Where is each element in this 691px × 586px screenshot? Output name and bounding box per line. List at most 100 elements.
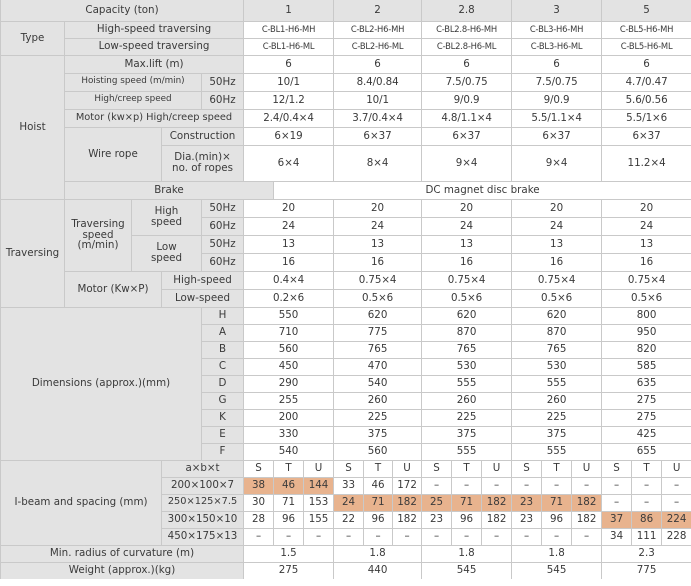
ibeam-cell: 34 bbox=[601, 527, 633, 546]
value-cell: 560 bbox=[243, 340, 335, 359]
capacity-value: 5 bbox=[601, 0, 691, 22]
value-cell: 225 bbox=[333, 408, 423, 427]
dim-key: G bbox=[200, 391, 245, 410]
value-cell: 13 bbox=[243, 234, 335, 254]
capacity-value: 2.8 bbox=[421, 0, 513, 22]
weight-label: Weight (approx.)(kg) bbox=[0, 561, 245, 579]
value-cell: 765 bbox=[511, 340, 603, 359]
capacity-value: 1 bbox=[243, 0, 335, 22]
ibeam-cell: 25 bbox=[421, 493, 453, 512]
ibeam-cell: 30 bbox=[243, 493, 275, 512]
value-cell: 24 bbox=[421, 216, 513, 236]
model-cell: C-BL5-H6-ML bbox=[601, 37, 691, 56]
value-cell: 4.7/0.47 bbox=[601, 72, 691, 92]
ibeam-cell: – bbox=[273, 527, 305, 546]
value-cell: 24 bbox=[601, 216, 691, 236]
value-cell: 425 bbox=[601, 425, 691, 444]
ibeam-cell: – bbox=[421, 527, 453, 546]
dim-row: B 560 765 765 765 820 bbox=[1, 340, 691, 359]
ibeam-cell: – bbox=[363, 527, 394, 546]
value-cell: 13 bbox=[421, 234, 513, 254]
model-cell: C-BL2.8-H6-MH bbox=[421, 20, 513, 39]
ibeam-cell: – bbox=[571, 476, 603, 495]
dim-row: Dimensions (approx.)(mm) H 550 620 620 6… bbox=[0, 306, 691, 461]
ibeam-cell: 71 bbox=[363, 493, 394, 512]
value-cell: 375 bbox=[511, 425, 603, 444]
value-cell: 0.5×6 bbox=[601, 288, 691, 308]
hoist-motor-row: Motor (kw×p) High/creep speed 2.4/0.4×4 … bbox=[1, 108, 691, 128]
value-cell: 620 bbox=[421, 306, 513, 325]
ibeam-cell: – bbox=[451, 527, 483, 546]
value-cell: 16 bbox=[243, 252, 335, 272]
trav-motor-label: Motor (Kw×P) bbox=[64, 270, 162, 308]
dim-key: A bbox=[200, 323, 245, 342]
value-cell: 870 bbox=[511, 323, 603, 342]
dim-row: D 290 540 555 555 635 bbox=[1, 374, 691, 393]
ibeam-row: 250×125×7.5 30 71 153 24 71 182 25 71 18… bbox=[1, 493, 691, 512]
ibeam-head-row: I-beam and spacing (mm) a×b×t S T U S T … bbox=[0, 459, 691, 546]
value-cell: 0.75×4 bbox=[511, 270, 603, 290]
value-cell: 9/0.9 bbox=[421, 90, 513, 110]
value-cell: 1.8 bbox=[333, 544, 423, 563]
value-cell: 1.5 bbox=[243, 544, 335, 563]
traversing-label: Traversing bbox=[0, 198, 65, 308]
ibeam-cell: 46 bbox=[363, 476, 394, 495]
model-cell: C-BL2-H6-ML bbox=[333, 37, 423, 56]
ibeam-cell: 46 bbox=[273, 476, 305, 495]
dim-row: G 255 260 260 260 275 bbox=[1, 391, 691, 410]
value-cell: 275 bbox=[243, 561, 335, 579]
value-cell: 9×4 bbox=[511, 144, 603, 182]
trav-motor-low-row: Low-speed 0.2×6 0.5×6 0.5×6 0.5×6 0.5×6 bbox=[1, 288, 691, 308]
ibeam-cell: – bbox=[631, 493, 663, 512]
model-cell: C-BL5-H6-MH bbox=[601, 20, 691, 39]
dim-key: D bbox=[200, 374, 245, 393]
ibeam-cell: 23 bbox=[511, 493, 543, 512]
low-speed-label: Low speed bbox=[131, 234, 202, 272]
dim-key: B bbox=[200, 340, 245, 359]
value-cell: 800 bbox=[601, 306, 691, 325]
brake-label: Brake bbox=[63, 180, 275, 200]
ibeam-size: 200×100×7 bbox=[160, 476, 245, 495]
value-cell: 6×37 bbox=[421, 126, 513, 146]
stu-label: T bbox=[631, 459, 663, 478]
traversing-speed-line2: speed bbox=[82, 228, 114, 241]
value-cell: 255 bbox=[243, 391, 335, 410]
value-cell: 290 bbox=[243, 374, 335, 393]
ibeam-cell: 182 bbox=[571, 510, 603, 529]
axbxt-label: a×b×t bbox=[160, 459, 245, 478]
stu-label: U bbox=[661, 459, 691, 478]
capacity-row: Capacity (ton) 1 2 2.8 3 5 bbox=[0, 0, 691, 22]
value-cell: 585 bbox=[601, 357, 691, 376]
trav-low-60-row: 60Hz 16 16 16 16 16 bbox=[1, 252, 691, 272]
ibeam-cell: 71 bbox=[451, 493, 483, 512]
traversing-speed-line1: Traversing bbox=[71, 217, 125, 230]
value-cell: 2.4/0.4×4 bbox=[243, 108, 335, 128]
dim-row: C 450 470 530 530 585 bbox=[1, 357, 691, 376]
value-cell: 6 bbox=[601, 54, 691, 74]
ibeam-cell: – bbox=[661, 476, 691, 495]
ibeam-cell: – bbox=[421, 476, 453, 495]
ibeam-cell: – bbox=[541, 527, 573, 546]
ibeam-cell: 71 bbox=[541, 493, 573, 512]
dim-row: A 710 775 870 870 950 bbox=[1, 323, 691, 342]
radius-label: Min. radius of curvature (m) bbox=[0, 544, 245, 563]
hz-label: 50Hz bbox=[200, 234, 245, 254]
value-cell: 260 bbox=[333, 391, 423, 410]
ibeam-cell: – bbox=[511, 527, 543, 546]
dia-label-line1: Dia.(min)× bbox=[174, 151, 231, 164]
ibeam-cell: 144 bbox=[303, 476, 335, 495]
value-cell: 4.8/1.1×4 bbox=[421, 108, 513, 128]
value-cell: 10/1 bbox=[243, 72, 335, 92]
value-cell: 6×37 bbox=[333, 126, 423, 146]
ibeam-cell: – bbox=[601, 493, 633, 512]
dim-key: F bbox=[200, 442, 245, 461]
weight-row: Weight (approx.)(kg) 275 440 545 545 775 bbox=[0, 561, 691, 579]
value-cell: 530 bbox=[511, 357, 603, 376]
ibeam-cell: 182 bbox=[392, 493, 423, 512]
ibeam-cell: 224 bbox=[661, 510, 691, 529]
value-cell: 8.4/0.84 bbox=[333, 72, 423, 92]
ibeam-cell: 38 bbox=[243, 476, 275, 495]
ibeam-cell: 22 bbox=[333, 510, 365, 529]
max-lift-row: Hoist Max.lift (m) 6 6 6 6 6 bbox=[0, 54, 691, 200]
